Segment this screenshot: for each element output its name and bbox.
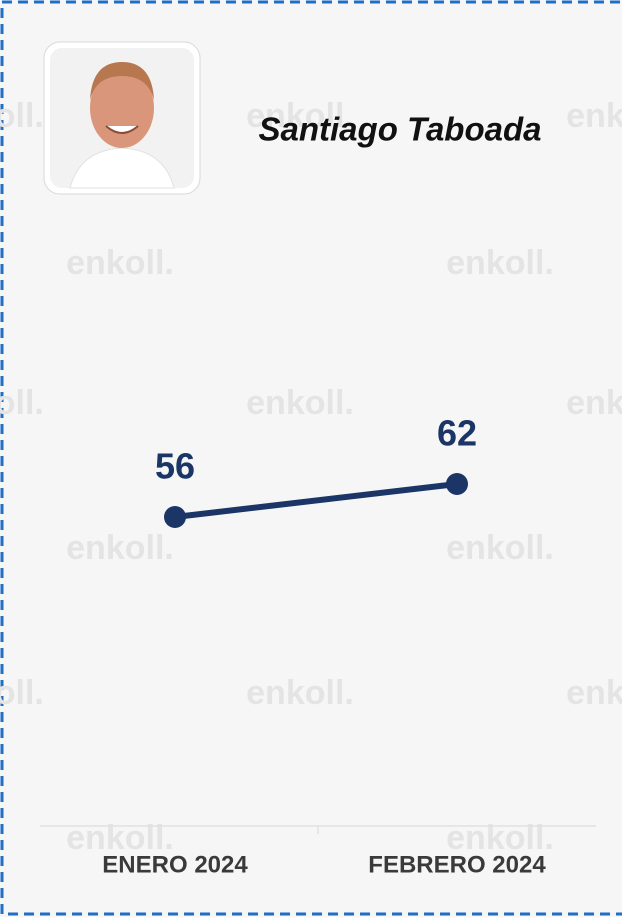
watermark: enkoll. xyxy=(446,529,554,567)
data-label: 56 xyxy=(155,446,195,487)
point xyxy=(164,506,186,528)
watermark: enkoll. xyxy=(446,244,554,282)
chart-title: Santiago Taboada xyxy=(259,111,542,148)
watermark: enkoll. xyxy=(246,384,354,422)
point xyxy=(446,473,468,495)
x-tick-label: FEBRERO 2024 xyxy=(368,851,546,878)
watermark: enkoll. xyxy=(566,674,622,712)
watermark: enkoll. xyxy=(566,384,622,422)
x-tick-label: ENERO 2024 xyxy=(102,851,248,878)
chart: enkoll. enkoll. enkoll. enkoll. enkoll. enkol… xyxy=(0,0,622,917)
watermark: enkoll. xyxy=(0,674,44,712)
page: {"chart_data": {"type": "line", "title":… xyxy=(0,0,622,917)
watermark: enkoll. xyxy=(66,529,174,567)
watermark: enkoll. xyxy=(566,97,622,135)
watermark: enkoll. xyxy=(0,384,44,422)
watermark: enkoll. xyxy=(0,97,44,135)
watermark: enkoll. xyxy=(66,244,174,282)
portrait xyxy=(44,42,200,194)
data-label: 62 xyxy=(437,413,477,454)
watermark: enkoll. xyxy=(246,674,354,712)
